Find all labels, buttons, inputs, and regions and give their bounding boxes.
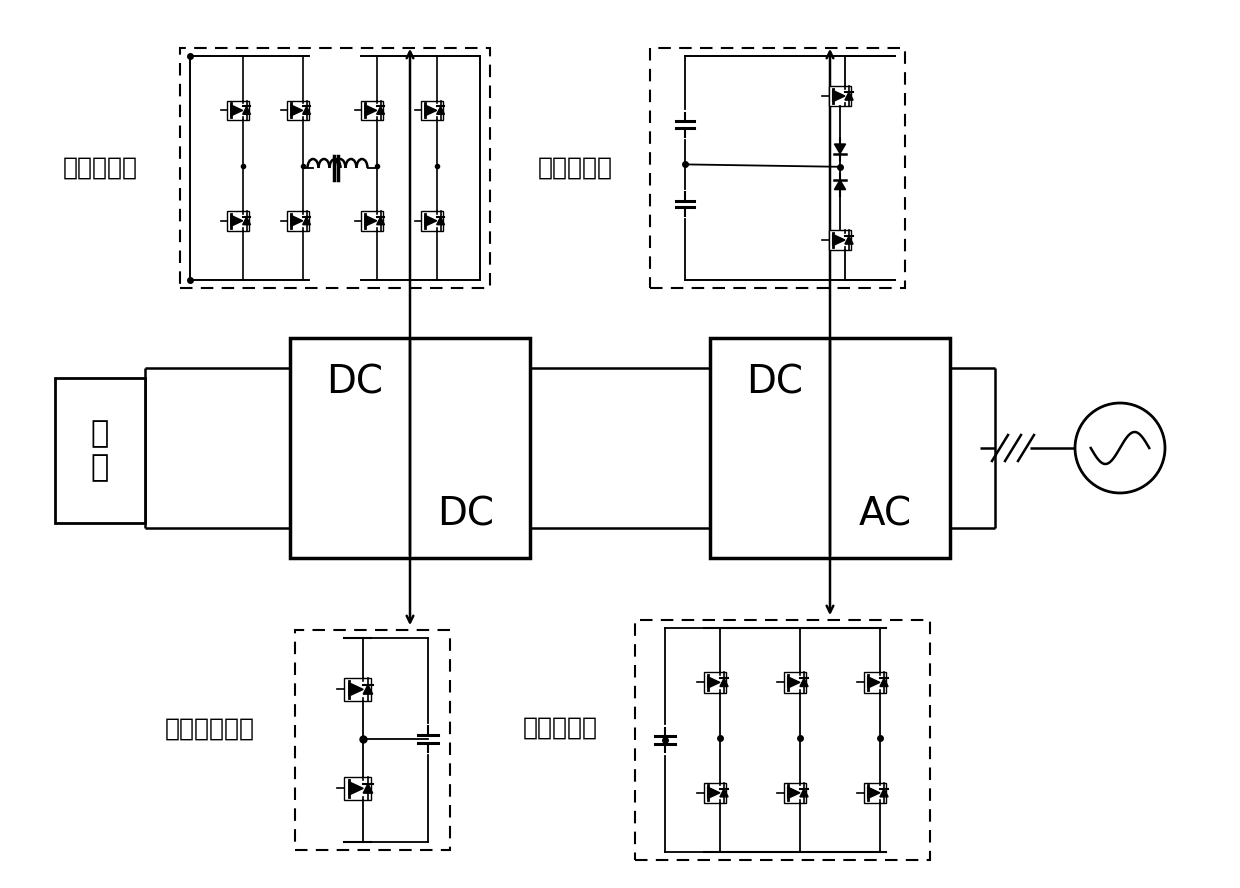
Bar [290, 338, 529, 558]
Polygon shape [243, 217, 250, 225]
Polygon shape [880, 678, 888, 686]
Polygon shape [377, 107, 384, 115]
Bar [180, 48, 490, 288]
Bar [828, 86, 852, 107]
Text: 隔离型拓扑: 隔离型拓扑 [62, 156, 138, 180]
Polygon shape [348, 683, 363, 696]
Polygon shape [425, 215, 436, 226]
Polygon shape [436, 217, 444, 225]
Polygon shape [800, 789, 808, 797]
Bar [711, 338, 950, 558]
Bar [703, 782, 727, 803]
Text: 两电平拓扑: 两电平拓扑 [522, 716, 598, 740]
Polygon shape [787, 787, 800, 798]
Polygon shape [880, 789, 888, 797]
Polygon shape [425, 105, 436, 115]
Bar [650, 48, 905, 288]
Bar [422, 100, 443, 120]
Bar [422, 211, 443, 231]
Text: 非隔离型拓扑: 非隔离型拓扑 [165, 717, 255, 741]
Bar [863, 672, 887, 693]
Bar [784, 672, 806, 693]
Bar [295, 630, 450, 850]
Polygon shape [720, 789, 728, 797]
Polygon shape [348, 781, 363, 795]
Bar [828, 230, 852, 250]
Bar [703, 672, 727, 693]
Polygon shape [365, 105, 377, 115]
Polygon shape [844, 236, 853, 244]
Bar [227, 100, 249, 120]
Polygon shape [377, 217, 384, 225]
Bar [288, 100, 309, 120]
Text: 负
荷: 负 荷 [91, 419, 109, 482]
Polygon shape [835, 180, 846, 190]
Text: AC: AC [858, 495, 911, 533]
Bar [55, 378, 145, 523]
Polygon shape [844, 91, 853, 100]
Polygon shape [708, 787, 720, 798]
Polygon shape [868, 677, 880, 688]
Polygon shape [868, 787, 880, 798]
Polygon shape [832, 91, 844, 102]
Bar [345, 678, 371, 702]
Polygon shape [363, 783, 373, 793]
Bar [361, 211, 383, 231]
Polygon shape [243, 107, 250, 115]
Polygon shape [835, 144, 846, 154]
Text: DC: DC [326, 363, 383, 401]
Polygon shape [832, 234, 844, 246]
Bar [784, 782, 806, 803]
Bar [345, 776, 371, 800]
Polygon shape [800, 678, 808, 686]
Polygon shape [720, 678, 728, 686]
Polygon shape [231, 105, 243, 115]
Bar [361, 100, 383, 120]
Text: 三电平拓扑: 三电平拓扑 [537, 156, 613, 180]
Text: DC: DC [436, 495, 494, 533]
Bar [227, 211, 249, 231]
Polygon shape [303, 217, 310, 225]
Polygon shape [303, 107, 310, 115]
Polygon shape [436, 107, 444, 115]
Polygon shape [363, 685, 373, 694]
Polygon shape [708, 677, 720, 688]
Polygon shape [291, 105, 303, 115]
Bar [863, 782, 887, 803]
Bar [288, 211, 309, 231]
Polygon shape [787, 677, 800, 688]
Bar [635, 620, 930, 860]
Polygon shape [365, 215, 377, 226]
Text: DC: DC [746, 363, 804, 401]
Polygon shape [231, 215, 243, 226]
Polygon shape [291, 215, 303, 226]
